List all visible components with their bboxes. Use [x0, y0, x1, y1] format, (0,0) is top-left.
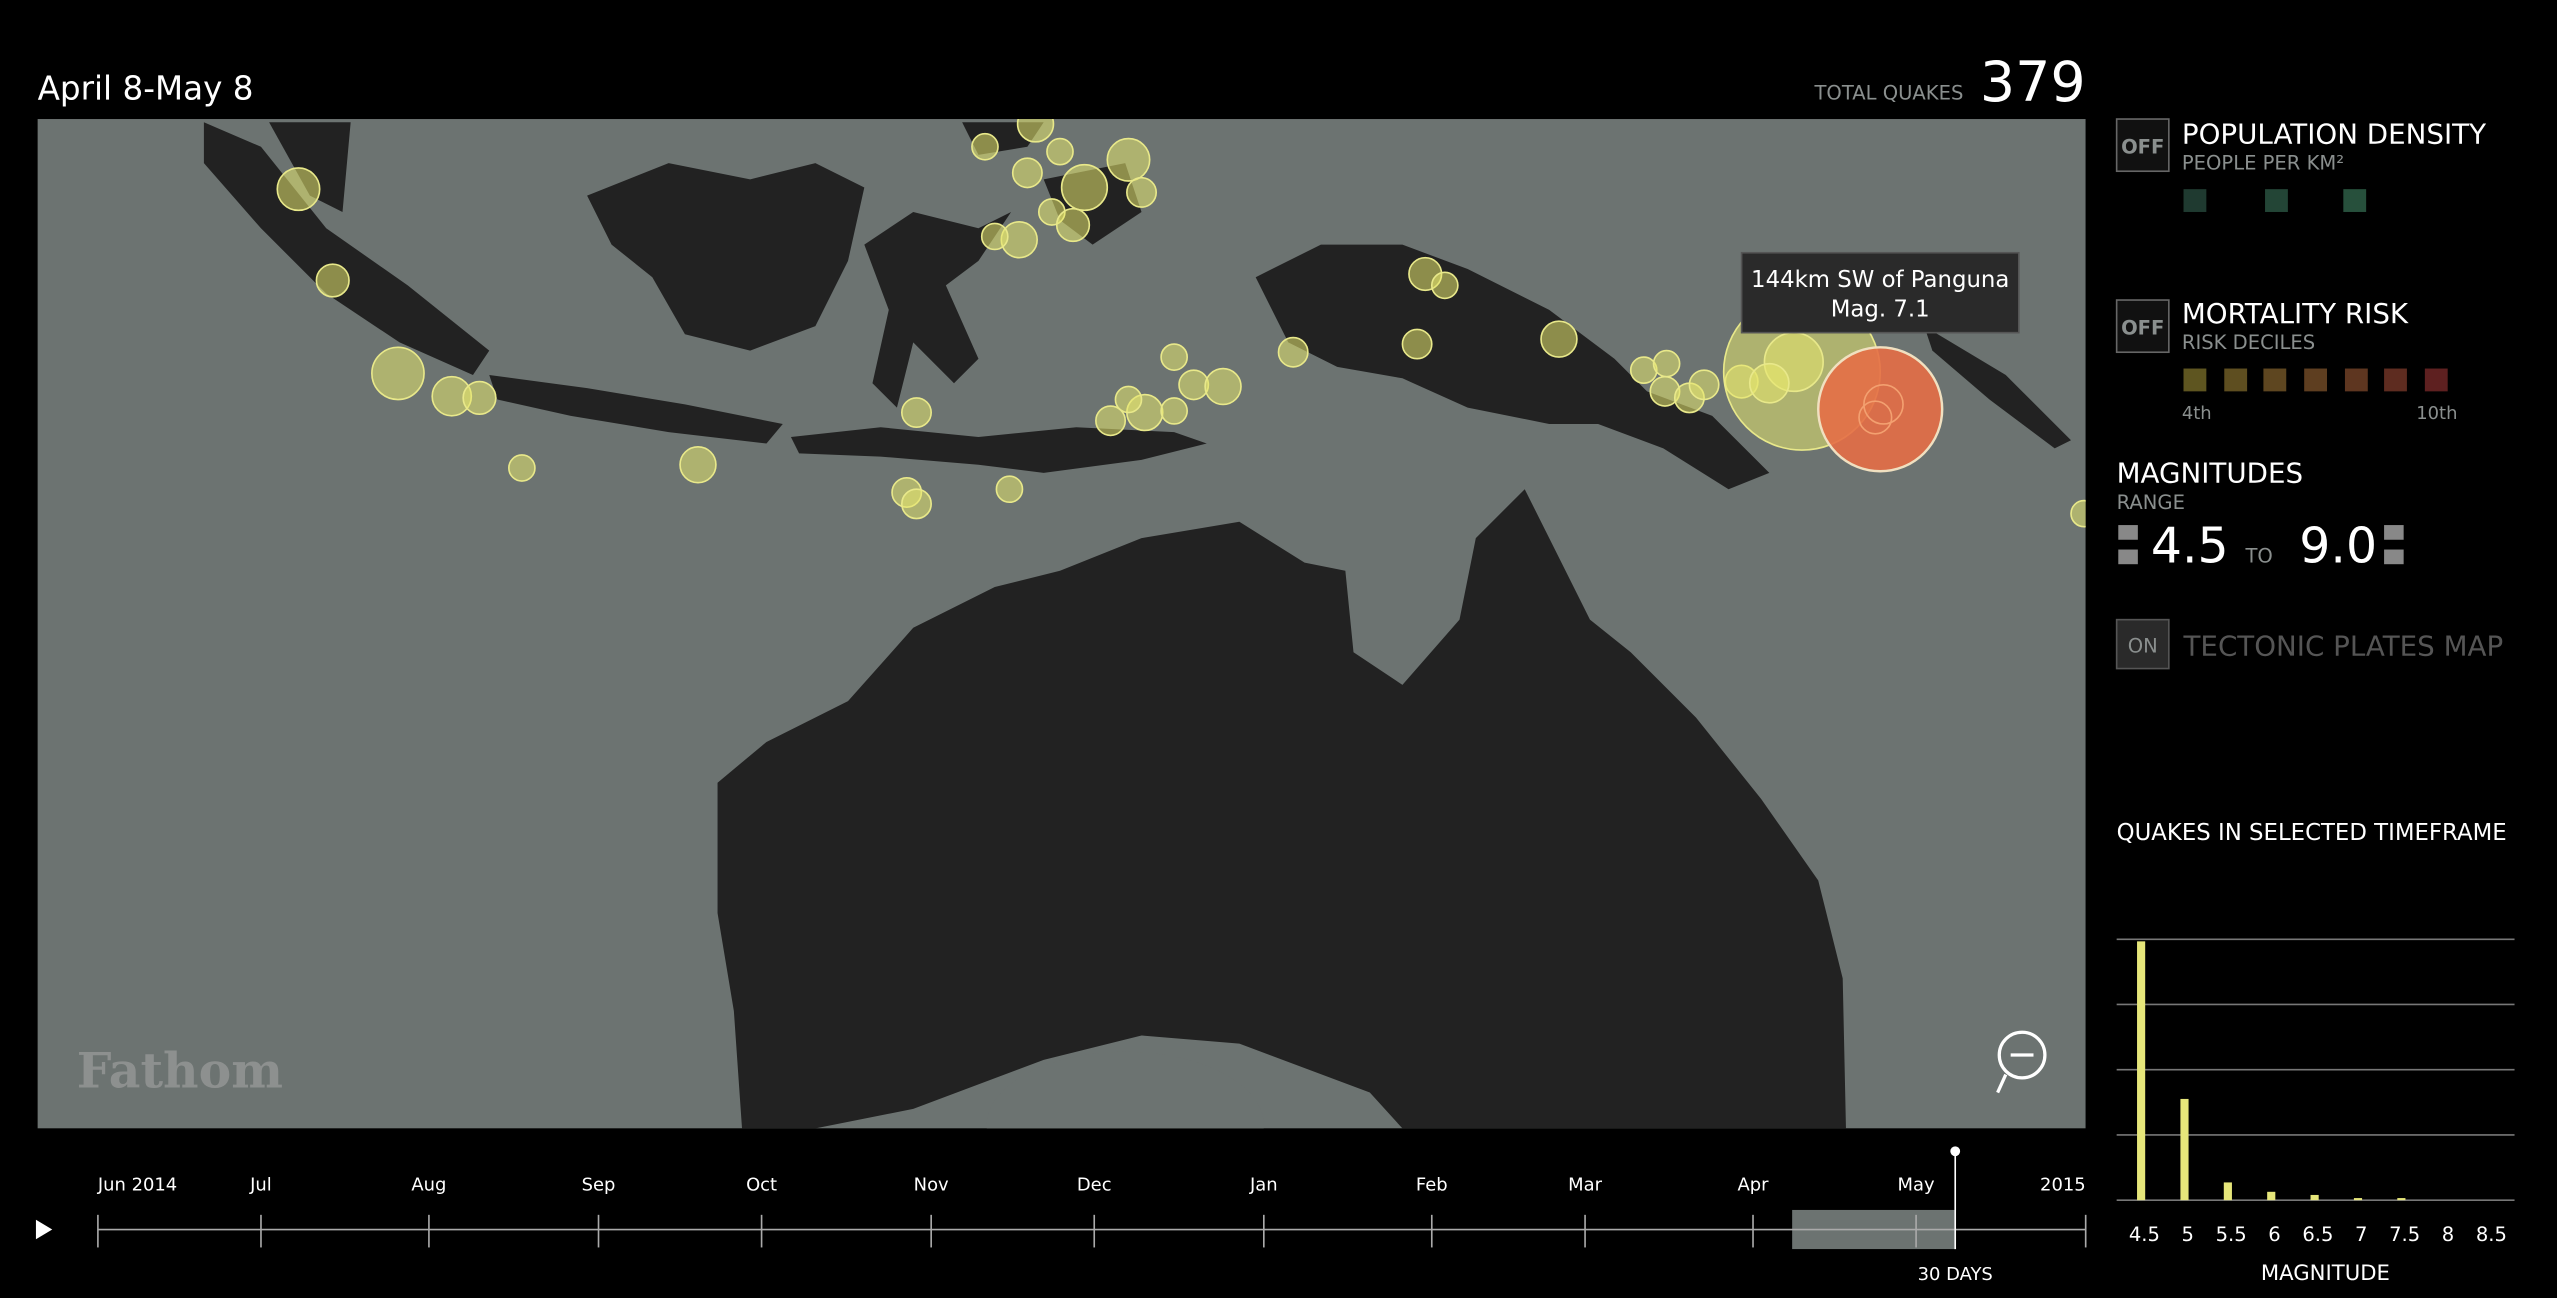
histogram: 4.5 5 5.5 6 6.5 7 7.5 8 8.5 [2116, 938, 2515, 1246]
selection-label: 30 DAYS [1918, 1264, 1993, 1285]
date-range: April 8-May 8 [38, 69, 254, 107]
x-axis-title: MAGNITUDE [2261, 1260, 2390, 1285]
month-label: Dec [1077, 1174, 1112, 1195]
plates-layer: ON TECTONIC PLATES MAP [2115, 618, 2504, 670]
map[interactable]: 144km SW of Panguna Mag. 7.1 Fathom [37, 106, 2098, 1199]
swatch [2265, 189, 2288, 212]
total-count: 379 [1980, 51, 2086, 115]
month-label: May [1898, 1174, 1935, 1195]
month-label: Nov [914, 1174, 949, 1195]
zoom-out-button[interactable] [1996, 1030, 2047, 1094]
swatch [2183, 368, 2207, 392]
layer-title: POPULATION DENSITY [2182, 117, 2486, 150]
tooltip-place: 144km SW of Panguna [1751, 267, 2009, 293]
swatch [2224, 368, 2248, 392]
increase-button[interactable] [2118, 525, 2138, 540]
bar [2137, 941, 2146, 1201]
range-to: TO [2244, 545, 2272, 568]
month-label: Aug [411, 1174, 446, 1195]
layer-title: MORTALITY RISK [2182, 297, 2409, 330]
tooltip: 144km SW of Panguna Mag. 7.1 [1740, 251, 2020, 334]
range-min: 4.5 [2151, 518, 2229, 575]
bar [2397, 1198, 2406, 1201]
month-label: 2015 [2040, 1174, 2086, 1195]
bight [986, 1051, 1264, 1129]
swatch [2343, 189, 2367, 212]
x-tick-label: 6.5 [2302, 1223, 2333, 1246]
layer-title: TECTONIC PLATES MAP [2183, 630, 2504, 663]
range-max: 9.0 [2299, 518, 2377, 575]
month-label: Mar [1568, 1174, 1602, 1195]
layer-subtitle: RISK DECILES [2182, 331, 2315, 354]
month-label: Feb [1416, 1174, 1448, 1195]
month-label: Jan [1249, 1174, 1278, 1195]
toggle-label: OFF [2121, 135, 2164, 158]
range-handle-knob[interactable] [1950, 1146, 1961, 1157]
population-layer: OFF POPULATION DENSITY PEOPLE PER KM² [2115, 117, 2486, 212]
swatch [2384, 368, 2407, 392]
mortality-layer: OFF MORTALITY RISK RISK DECILES 4th 10th [2115, 297, 2457, 424]
month-label: Sep [582, 1174, 616, 1195]
month-label: Jul [249, 1174, 272, 1195]
scale-low: 4th [2182, 403, 2212, 424]
decrease-button[interactable] [2384, 549, 2404, 565]
bar [2267, 1191, 2276, 1201]
section-subtitle: RANGE [2117, 491, 2185, 514]
scale-high: 10th [2416, 403, 2457, 424]
swatch [2424, 368, 2448, 392]
x-tick-label: 5 [2182, 1223, 2194, 1246]
x-tick-label: 4.5 [2129, 1223, 2160, 1246]
section-title: MAGNITUDES [2117, 457, 2303, 490]
tooltip-magnitude: Mag. 7.1 [1831, 296, 1930, 322]
x-tick-label: 8 [2442, 1223, 2454, 1246]
swatch [2183, 189, 2207, 212]
month-label: Oct [746, 1174, 777, 1195]
x-tick-label: 6 [2268, 1223, 2280, 1246]
bar [2353, 1198, 2363, 1201]
toggle-label: OFF [2121, 316, 2164, 339]
layer-subtitle: PEOPLE PER KM² [2182, 152, 2344, 175]
bar [2310, 1194, 2319, 1201]
x-tick-label: 5.5 [2216, 1223, 2247, 1246]
logo: Fathom [77, 1042, 283, 1100]
total-label: TOTAL QUAKES [1813, 81, 1963, 104]
toggle-label: ON [2128, 634, 2158, 657]
increase-button[interactable] [2384, 525, 2404, 540]
chart-title: QUAKES IN SELECTED TIMEFRAME [2117, 820, 2507, 846]
bar [2180, 1098, 2189, 1201]
swatch [2263, 368, 2287, 392]
decrease-button[interactable] [2118, 549, 2138, 565]
swatch [2344, 368, 2368, 392]
swatch [2304, 368, 2328, 392]
x-tick-label: 8.5 [2476, 1223, 2507, 1246]
play-button[interactable] [35, 1219, 53, 1240]
timeline[interactable]: 30 DAYS Jun 2014 Jul Aug Sep Oct Nov Dec Jan Feb… [35, 1146, 2087, 1285]
bar [2223, 1182, 2232, 1201]
x-tick-label: 7.5 [2389, 1223, 2420, 1246]
month-label: Apr [1738, 1174, 1770, 1195]
toggle-button[interactable] [2115, 118, 2170, 173]
x-tick-label: 7 [2355, 1223, 2367, 1246]
toggle-button[interactable] [2115, 618, 2170, 670]
month-label: Jun 2014 [97, 1174, 177, 1195]
toggle-button[interactable] [2115, 299, 2170, 354]
magnitude-range: MAGNITUDES RANGE 4.5 TO 9.0 [2117, 457, 2404, 575]
land [203, 122, 2071, 1129]
